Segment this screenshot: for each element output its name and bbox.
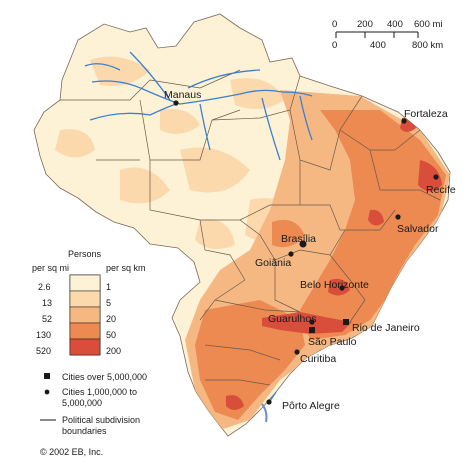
- legend-symbol-mid-cities-2: 5,000,000: [62, 398, 102, 408]
- scale-km-0: 0: [332, 40, 337, 51]
- scale-mi-400: 400: [387, 19, 403, 30]
- city-brasilia-label: Brasília: [281, 233, 316, 245]
- legend: Persons per sq mi per sq km 2.6 13 52 13…: [32, 249, 147, 436]
- city-sao-paulo-label: São Paulo: [308, 336, 357, 348]
- legend-right-3: 50: [106, 330, 116, 340]
- legend-symbol-large-cities: Cities over 5,000,000: [62, 372, 147, 382]
- city-curitiba-dot: [294, 349, 300, 355]
- city-fortaleza-dot: [401, 118, 407, 124]
- city-rio-square: [343, 319, 349, 325]
- scale-bar: 0 200 400 600 mi 0 400 800 km: [332, 19, 443, 51]
- city-sao-paulo-square: [309, 327, 315, 333]
- city-recife-dot: [433, 174, 439, 180]
- city-porto-alegre-label: Pôrto Alegre: [282, 400, 340, 412]
- city-goiania-label: Goiânia: [255, 257, 291, 269]
- city-brasilia-dot: [299, 240, 307, 248]
- legend-header: Persons: [68, 249, 102, 259]
- city-guarulhos-dot: [309, 319, 315, 325]
- scale-mi-0: 0: [332, 19, 337, 30]
- legend-symbol-boundaries-2: boundaries: [62, 426, 107, 436]
- legend-right-unit: per sq km: [106, 263, 146, 273]
- city-belo-horizonte-dot: [339, 285, 345, 291]
- city-rio-label: Rio de Janeiro: [352, 322, 420, 334]
- lagoon: [261, 403, 268, 423]
- scale-mi-600: 600 mi: [414, 19, 443, 30]
- legend-left-0: 2.6: [38, 282, 51, 292]
- city-goiania-dot: [288, 251, 294, 257]
- legend-right-0: 1: [106, 282, 111, 292]
- density-zones: [55, 56, 450, 430]
- dot-icon: [44, 389, 50, 395]
- city-fortaleza-label: Fortaleza: [404, 108, 448, 120]
- legend-left-3: 130: [36, 330, 51, 340]
- legend-symbol-mid-cities-1: Cities 1,000,000 to: [62, 387, 137, 397]
- scale-km-800: 800 km: [412, 40, 443, 51]
- city-recife-label: Recife: [426, 184, 456, 196]
- city-belo-horizonte-label: Belo Horizonte: [300, 279, 369, 291]
- legend-left-2: 52: [42, 314, 52, 324]
- legend-swatch-4: [69, 322, 101, 340]
- legend-left-4: 520: [36, 346, 51, 356]
- legend-swatch-5: [69, 338, 101, 356]
- legend-swatch-1: [69, 274, 101, 292]
- city-salvador-label: Salvador: [397, 223, 439, 235]
- legend-left-1: 13: [42, 298, 52, 308]
- city-manaus-label: Manaus: [164, 89, 201, 101]
- city-curitiba-label: Curitiba: [300, 353, 336, 365]
- scale-mi-200: 200: [357, 19, 373, 30]
- legend-right-4: 200: [106, 346, 121, 356]
- legend-left-unit: per sq mi: [32, 263, 69, 273]
- city-salvador-dot: [395, 214, 401, 220]
- city-porto-alegre-dot: [266, 399, 272, 405]
- copyright: © 2002 EB, Inc.: [40, 447, 103, 457]
- cities: Manaus Fortaleza Recife Salvador Brasíli…: [164, 89, 456, 412]
- state-boundaries: [60, 69, 441, 386]
- legend-symbol-boundaries-1: Political subdivision: [62, 415, 140, 425]
- legend-swatch-3: [69, 306, 101, 324]
- city-manaus-dot: [173, 100, 179, 106]
- legend-swatch-2: [69, 290, 101, 308]
- rivers: [84, 51, 313, 405]
- city-guarulhos-label: Guarulhos: [268, 313, 316, 325]
- legend-right-2: 20: [106, 314, 116, 324]
- legend-right-1: 5: [106, 298, 111, 308]
- scale-km-400: 400: [370, 40, 386, 51]
- square-icon: [44, 373, 50, 379]
